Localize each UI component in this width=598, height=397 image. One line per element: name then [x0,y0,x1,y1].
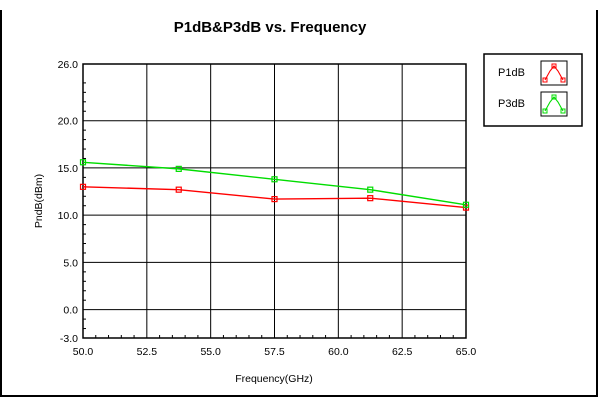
legend-icon-box-p1db [540,60,568,86]
data-point-p1db [175,186,182,193]
x-tick-label: 52.5 [137,346,158,358]
data-point-p3db [367,186,374,193]
data-point-p3db [271,176,278,183]
legend-icon-box-p3db [540,91,568,117]
x-tick-label: 62.5 [392,346,413,358]
x-axis-label: Frequency(GHz) [235,373,313,385]
data-point-p1db [271,196,278,203]
x-tick-label: 50.0 [73,346,94,358]
x-tick-label: 55.0 [200,346,221,358]
legend-icon-marker-p3db [560,108,566,114]
series-group [79,159,470,211]
top-margin [0,0,598,10]
y-tick-labels: -3.0 0.0 5.0 10.0 15.0 20.0 26.0 [58,59,79,345]
x-tick-label: 65.0 [456,346,477,358]
x-tick-labels: 50.0 52.5 55.0 57.5 60.0 62.5 65.0 [73,346,477,358]
series-line-p1db [82,186,467,209]
legend-icon-line-p3db [544,96,564,112]
data-point-p3db [462,201,470,208]
data-point-p3db [79,159,87,166]
legend-icon-marker-p3db [542,108,548,114]
chart-title: P1dB&P3dB vs. Frequency [174,19,367,36]
grid [83,63,466,338]
legend-label-p3db: P3dB [498,98,525,110]
data-point-p1db [79,183,87,190]
y-tick-label: 10.0 [58,210,79,222]
legend: P1dB P3dB [483,53,583,127]
legend-icon-marker-p1db [560,77,566,83]
x-tick-label: 57.5 [264,346,285,358]
minor-ticks [83,82,454,338]
y-tick-label: 15.0 [58,163,79,175]
y-tick-label: 5.0 [63,257,78,269]
data-point-p1db [367,195,374,202]
data-point-p3db [175,165,182,172]
y-tick-label: 0.0 [63,305,78,317]
legend-icon-marker-p1db [542,77,548,83]
legend-icon-marker-p3db [551,94,557,100]
series-line-p3db [82,161,467,206]
legend-label-p1db: P1dB [498,67,525,79]
x-tick-label: 60.0 [328,346,349,358]
y-axis-label: PndB(dBm) [33,174,45,228]
y-tick-label: 20.0 [58,116,79,128]
legend-icon-marker-p1db [551,63,557,69]
y-tick-label: -3.0 [60,333,78,345]
y-tick-label: 26.0 [58,59,79,71]
legend-icon-line-p1db [544,65,564,81]
